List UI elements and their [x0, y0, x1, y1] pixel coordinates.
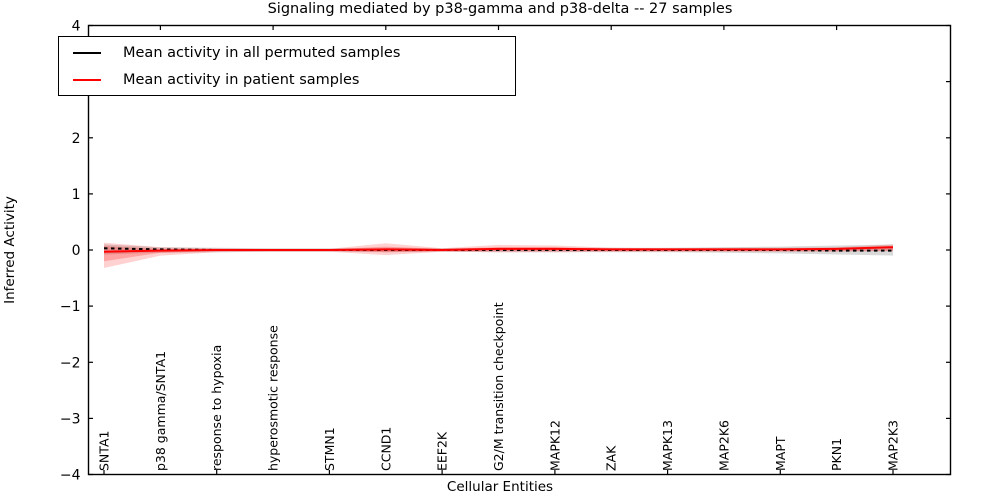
- x-tick-label: p38 gamma/SNTA1: [153, 351, 168, 471]
- series-line-permuted: [103, 247, 893, 252]
- legend-entry-patient: Mean activity in patient samples: [59, 66, 515, 93]
- x-tick-label: MAP2K3: [886, 420, 901, 471]
- x-tick-label: ZAK: [604, 445, 619, 471]
- y-tick-label: 4: [72, 19, 81, 35]
- y-tick-label: 1: [72, 187, 81, 203]
- series-line-patient: [103, 246, 894, 253]
- legend-label: Mean activity in patient samples: [123, 71, 360, 88]
- x-tick-label: STMN1: [322, 427, 337, 471]
- x-tick-label: CCND1: [378, 427, 393, 471]
- y-tick-label: −1: [60, 299, 81, 315]
- legend-entry-permuted: Mean activity in all permuted samples: [59, 39, 515, 66]
- y-tick-label: 0: [72, 243, 81, 259]
- y-tick-label: −4: [60, 468, 81, 484]
- y-tick-label: −3: [60, 411, 81, 427]
- x-tick-label: MAPK13: [660, 420, 675, 471]
- x-tick-label: hyperosmotic response: [266, 325, 281, 471]
- y-tick-label: 2: [72, 131, 81, 147]
- y-axis-label: Inferred Activity: [2, 196, 18, 304]
- red-line-sample-icon: [73, 78, 101, 81]
- x-tick-label: MAPT: [773, 436, 788, 471]
- x-tick-label: response to hypoxia: [209, 345, 224, 471]
- y-tick-label: −2: [60, 355, 81, 371]
- x-axis-label: Cellular Entities: [446, 479, 554, 495]
- chart-title: Signaling mediated by p38-gamma and p38-…: [267, 1, 733, 17]
- x-tick-label: SNTA1: [97, 431, 112, 471]
- x-tick-label: MAPK12: [547, 420, 562, 471]
- legend-label: Mean activity in all permuted samples: [123, 44, 401, 61]
- band-patient-samples-spread-outer: [104, 242, 893, 268]
- legend: Mean activity in all permuted samples Me…: [58, 36, 516, 96]
- x-tick-label: EEF2K: [435, 431, 450, 471]
- x-tick-label: PKN1: [829, 438, 844, 471]
- x-tick-label: G2/M transition checkpoint: [491, 302, 506, 471]
- black-line-sample-icon: [73, 51, 101, 54]
- x-tick-label: MAP2K6: [716, 420, 731, 471]
